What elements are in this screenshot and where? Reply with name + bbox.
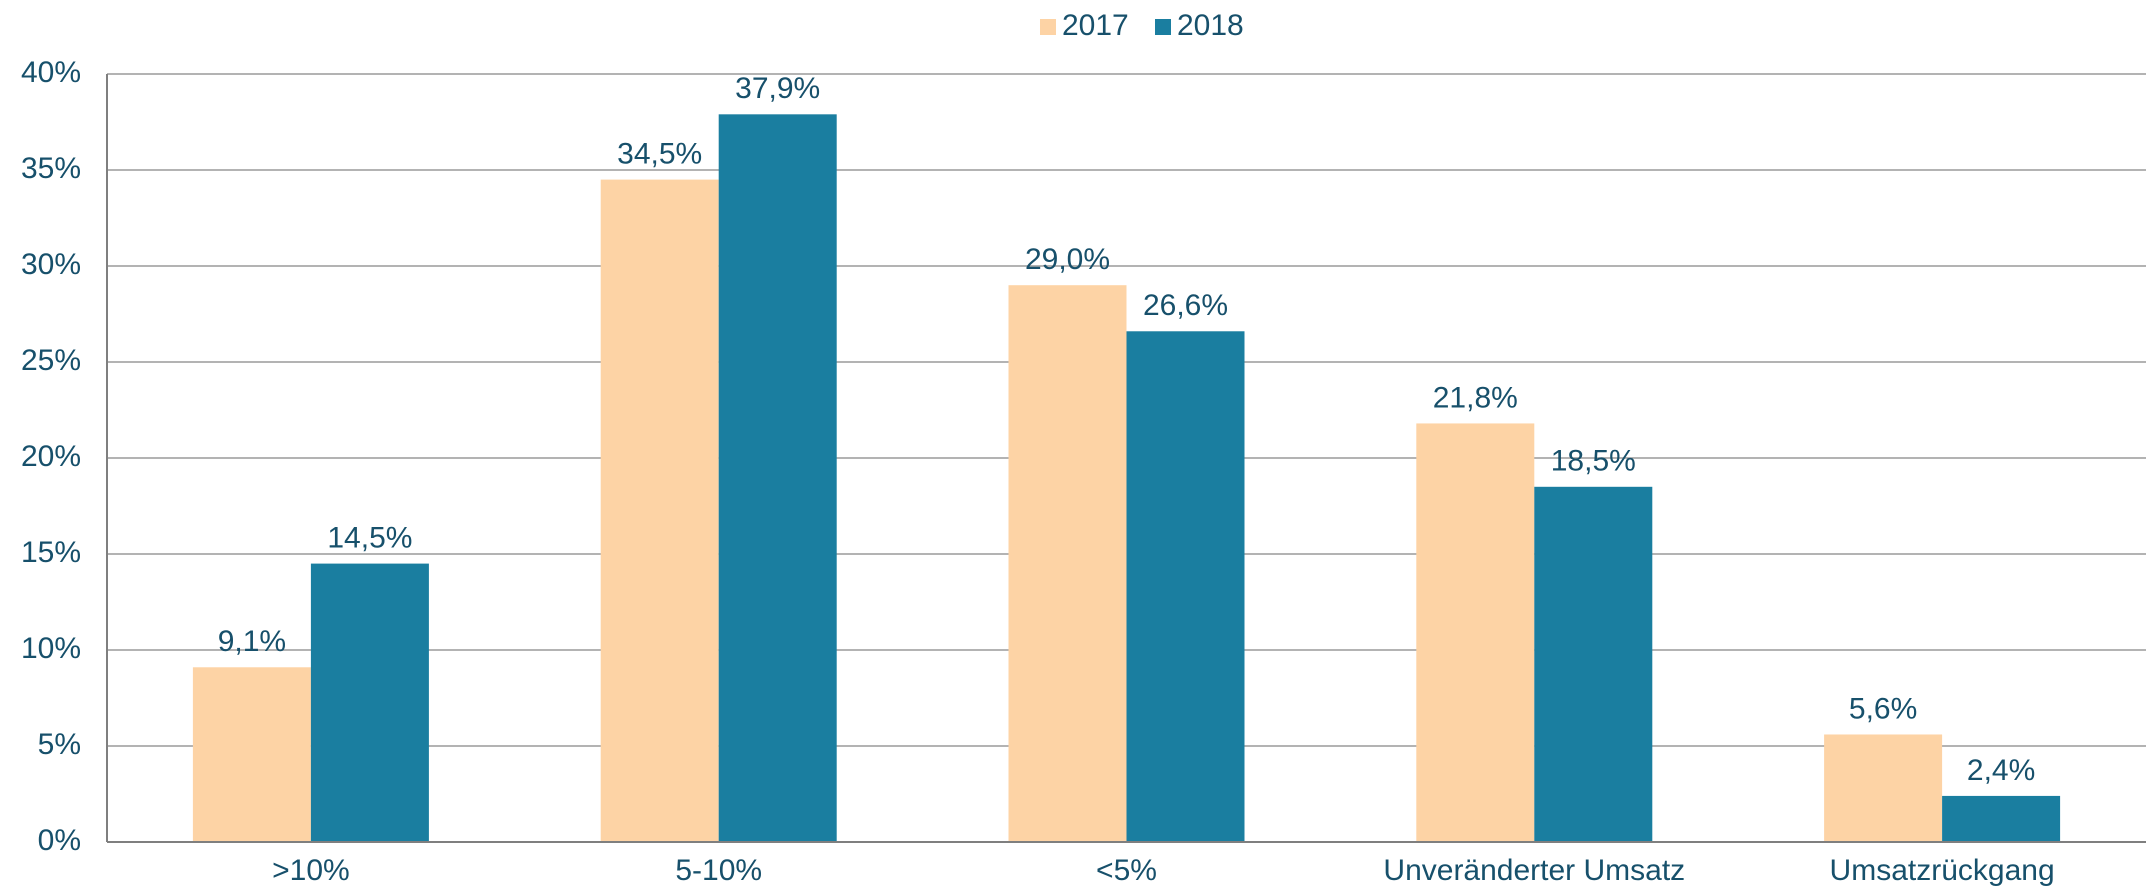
- value-label: 14,5%: [327, 522, 412, 555]
- x-tick-label: Umsatzrückgang: [1830, 854, 2055, 887]
- value-label: 37,9%: [735, 72, 820, 105]
- value-label: 2,4%: [1967, 754, 2035, 787]
- y-tick-label: 15%: [21, 536, 81, 569]
- bar: [600, 179, 719, 843]
- y-tick-label: 0%: [38, 824, 81, 857]
- y-tick-label: 25%: [21, 344, 81, 377]
- bar: [1534, 486, 1653, 842]
- y-tick-label: 10%: [21, 632, 81, 665]
- bar: [1824, 734, 1943, 842]
- value-label: 29,0%: [1025, 243, 1110, 276]
- x-tick-label: >10%: [272, 854, 350, 887]
- legend-label: 2018: [1177, 9, 1244, 42]
- x-tick-label: <5%: [1096, 854, 1157, 887]
- bar: [192, 667, 311, 842]
- bar: [1126, 331, 1245, 842]
- x-tick-label: Unveränderter Umsatz: [1383, 854, 1685, 887]
- bar: [1942, 795, 2061, 842]
- value-label: 21,8%: [1433, 381, 1518, 414]
- y-tick-label: 40%: [21, 56, 81, 89]
- value-label: 26,6%: [1143, 289, 1228, 322]
- value-label: 18,5%: [1551, 445, 1636, 478]
- legend-label: 2017: [1062, 9, 1129, 42]
- y-tick-label: 35%: [21, 152, 81, 185]
- bar: [1416, 423, 1535, 842]
- bar: [718, 114, 837, 842]
- value-label: 9,1%: [218, 625, 286, 658]
- y-tick-label: 30%: [21, 248, 81, 281]
- value-label: 5,6%: [1849, 692, 1917, 725]
- legend-swatch: [1040, 19, 1056, 35]
- bar: [310, 563, 429, 842]
- y-tick-label: 20%: [21, 440, 81, 473]
- value-label: 34,5%: [617, 138, 702, 171]
- legend-swatch: [1155, 19, 1171, 35]
- bar: [1008, 285, 1127, 842]
- y-tick-label: 5%: [38, 728, 81, 761]
- x-tick-label: 5-10%: [675, 854, 762, 887]
